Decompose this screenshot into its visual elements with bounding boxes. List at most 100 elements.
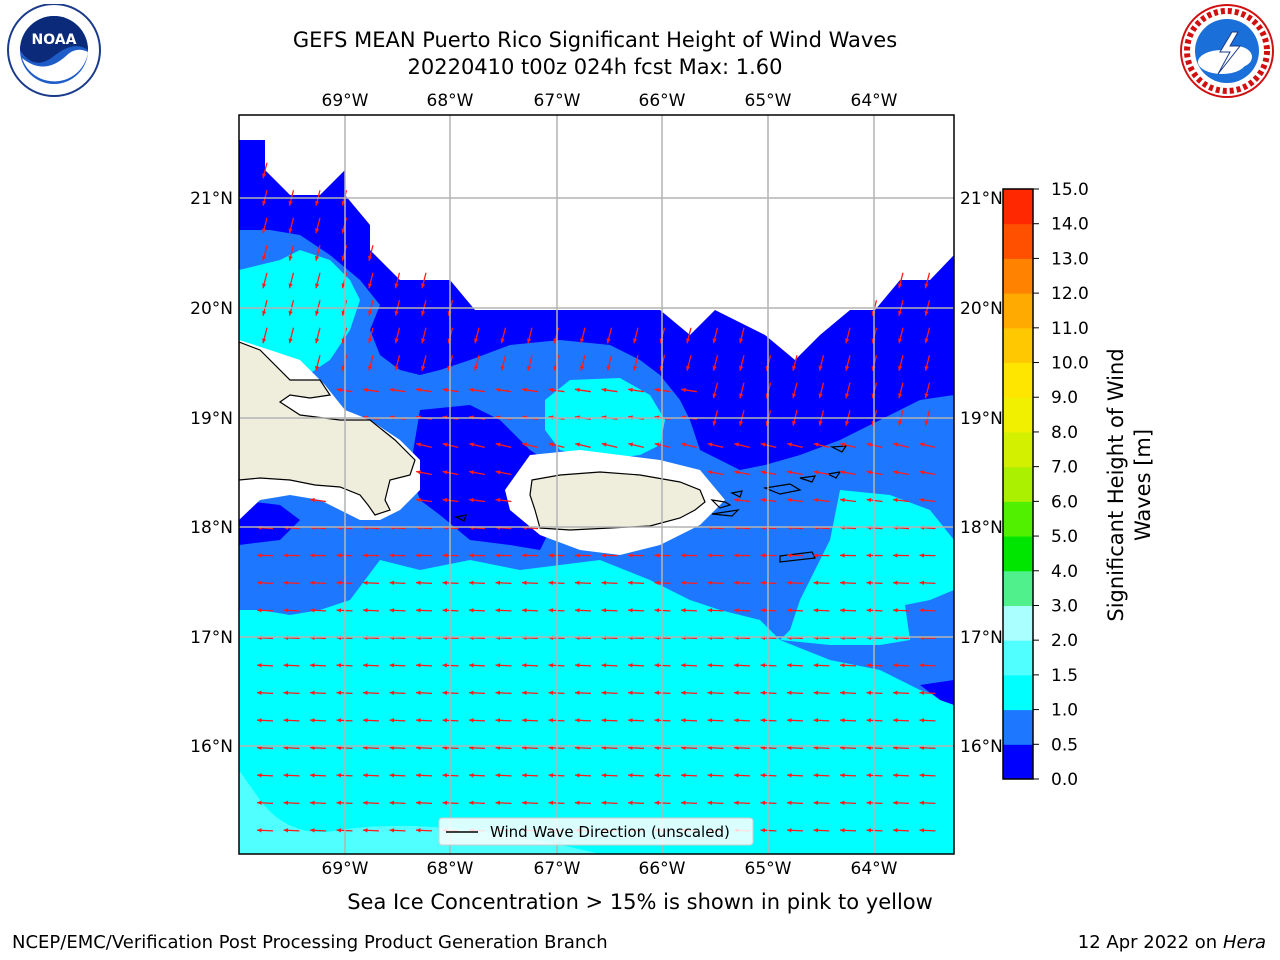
wave-arrowhead [840, 553, 845, 558]
wave-arrowhead [601, 663, 607, 668]
colorbar: 0.0 0.5 1.0 1.5 2.0 3.0 4.0 5.0 6.0 7.0 8.0 9.0 10.0… [1002, 180, 1089, 790]
wave-arrowhead [575, 800, 580, 805]
colorbar-tick-label: 0.0 [1051, 770, 1078, 790]
wave-arrowhead [310, 718, 315, 723]
wave-arrowhead [336, 608, 342, 613]
wave-arrowhead [866, 497, 872, 503]
wave-arrowhead [707, 773, 713, 778]
wave-arrowhead [813, 580, 819, 585]
wave-arrowhead [866, 690, 872, 695]
wave-arrowhead [288, 255, 293, 261]
wave-arrowhead [315, 283, 320, 289]
wave-arrowhead [469, 470, 474, 475]
wave-arrowhead [601, 580, 607, 585]
wave-arrowhead [681, 442, 687, 447]
wave-arrowhead [548, 773, 554, 778]
wave-arrowhead [262, 310, 267, 316]
wave-arrowhead [495, 387, 501, 393]
wave-arrowhead [310, 553, 315, 558]
wave-arrowhead [787, 663, 792, 668]
wave-arrowhead [522, 800, 527, 805]
wave-arrowhead [469, 773, 474, 778]
colorbar-segment [1003, 258, 1033, 294]
wave-arrowhead [336, 580, 342, 585]
wave-arrowhead [283, 663, 289, 668]
wave-arrowhead [681, 608, 686, 613]
wave-arrowhead [363, 387, 368, 393]
wave-arrowhead [628, 690, 633, 695]
wave-arrowhead [734, 497, 739, 503]
colorbar-tick-label: 14.0 [1051, 215, 1089, 235]
wave-arrowhead [580, 365, 585, 371]
map-frame [238, 114, 955, 855]
colorbar-segment [1003, 189, 1033, 225]
wave-arrowhead [601, 718, 607, 723]
wave-arrowhead [734, 800, 739, 805]
wave-arrowhead [288, 200, 293, 206]
wave-arrowhead [707, 718, 713, 723]
lon-label: 67°W [534, 859, 581, 879]
wave-arrowhead [707, 800, 713, 805]
wave-arrowhead [389, 800, 395, 805]
wave-arrowhead [734, 580, 739, 585]
wave-arrowhead [442, 663, 448, 668]
wave-arrowhead [840, 663, 845, 668]
wave-arrowhead [416, 580, 421, 585]
colorbar-tick-label: 12.0 [1051, 284, 1089, 304]
wave-arrowhead [760, 608, 766, 613]
footer-host: Hera [1222, 932, 1266, 953]
wave-arrowhead [707, 690, 713, 695]
wave-arrowhead [416, 608, 421, 613]
wave-arrowhead [919, 800, 925, 805]
wave-arrowhead [416, 718, 421, 723]
wave-arrowhead [257, 773, 262, 778]
wave-arrowhead [840, 828, 845, 833]
wave-arrowhead [416, 553, 421, 558]
wave-arrowhead [363, 663, 368, 668]
wave-arrowhead [681, 580, 686, 585]
wave-arrowhead [898, 310, 903, 316]
wave-arrowhead [893, 718, 898, 723]
colorbar-tick-label: 4.0 [1051, 562, 1078, 582]
wave-arrowhead [787, 608, 792, 613]
wave-arrowhead [495, 608, 501, 613]
wave-arrowhead [394, 365, 399, 371]
wave-arrowhead [787, 553, 792, 558]
colorbar-label-line2: Waves [m] [1131, 429, 1155, 541]
colorbar-segment [1003, 640, 1033, 676]
wave-arrowhead [866, 470, 872, 475]
wave-arrowhead [681, 800, 686, 805]
wave-arrowhead [866, 442, 872, 447]
wave-arrowhead [707, 608, 713, 613]
wave-arrowhead [527, 365, 532, 371]
colorbar-tick-label: 3.0 [1051, 596, 1078, 616]
wave-arrowhead [734, 718, 739, 723]
wave-arrowhead [760, 663, 766, 668]
wave-arrowhead [363, 773, 368, 778]
wave-arrowhead [310, 608, 315, 613]
colorbar-tick-label: 7.0 [1051, 458, 1078, 478]
wave-arrowhead [712, 338, 717, 344]
colorbar-segment [1003, 744, 1033, 780]
wave-arrowhead [522, 718, 527, 723]
wave-arrowhead [734, 663, 739, 668]
lon-label: 66°W [639, 91, 686, 111]
colorbar-tick-label: 9.0 [1051, 388, 1078, 408]
wave-arrowhead [389, 608, 395, 613]
wave-arrowhead [262, 200, 267, 206]
wave-arrowhead [919, 580, 925, 585]
lat-label: 18°N [960, 518, 1003, 538]
wave-arrowhead [389, 773, 395, 778]
wave-arrowhead [310, 800, 315, 805]
wave-arrowhead [760, 800, 766, 805]
wave-arrowhead [416, 387, 421, 393]
lat-label: 19°N [960, 409, 1003, 429]
wave-arrowhead [734, 690, 739, 695]
wave-arrowhead [416, 470, 421, 475]
wave-arrowhead [760, 718, 766, 723]
wave-arrowhead [734, 608, 739, 613]
wave-arrowhead [262, 228, 267, 234]
wave-arrowhead [893, 773, 898, 778]
wave-arrowhead [368, 310, 373, 316]
colorbar-tick-label: 15.0 [1051, 180, 1089, 200]
